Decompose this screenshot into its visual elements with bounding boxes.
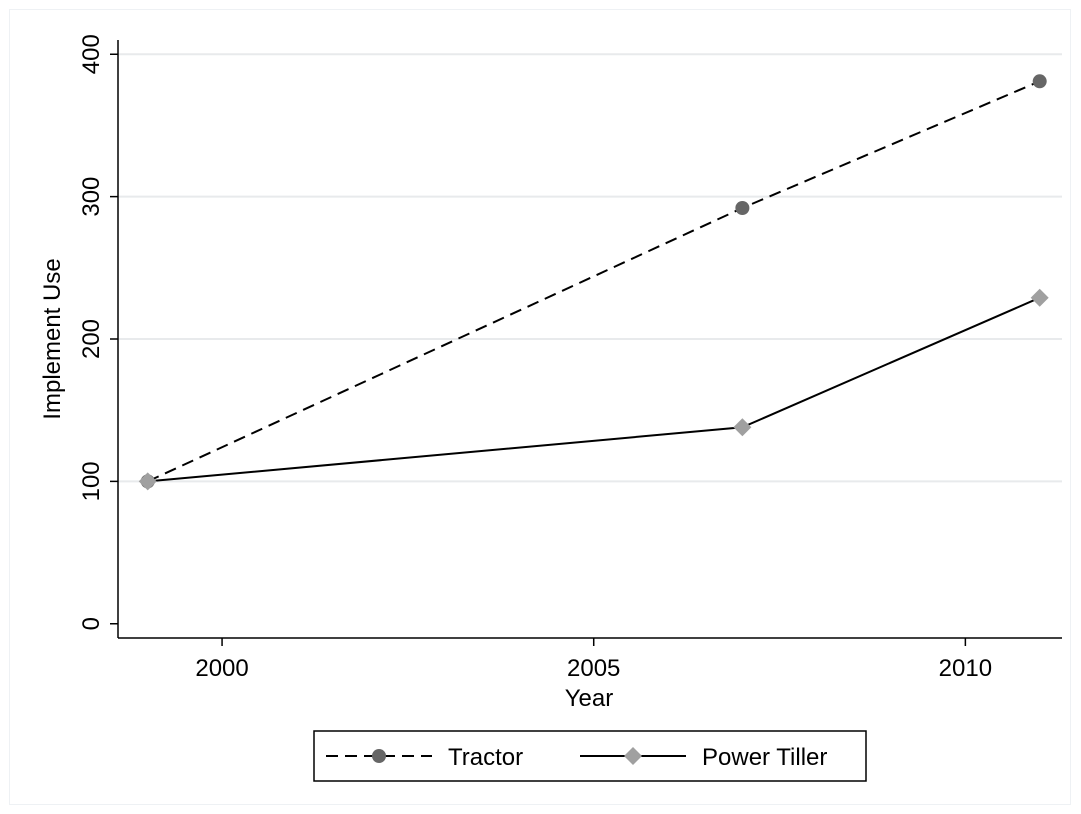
axes: 0 100 200 300 400 2000 2005 2010 [78, 34, 1062, 682]
legend-marker [372, 749, 386, 763]
y-tick-label: 300 [78, 177, 105, 217]
y-axis-label: Implement Use [39, 258, 66, 419]
x-tick-label: 2000 [195, 655, 248, 682]
series-line [147, 296, 1041, 483]
data-point [735, 201, 750, 216]
legend: Tractor Power Tiller [313, 730, 867, 782]
gridlines [118, 53, 1062, 483]
x-tick-label: 2005 [567, 655, 620, 682]
legend-marker [624, 747, 642, 765]
x-tick-label: 2010 [939, 655, 992, 682]
y-tick-label: 0 [78, 617, 105, 630]
legend-label: Tractor [448, 744, 523, 771]
legend-label: Power Tiller [702, 744, 827, 771]
data-point [1030, 288, 1049, 307]
series-line [147, 80, 1041, 483]
data-point [138, 472, 157, 491]
y-tick-label: 100 [78, 461, 105, 501]
y-tick-label: 200 [78, 319, 105, 359]
x-axis-label: Year [565, 685, 614, 712]
data-point [733, 418, 752, 437]
chart-frame [9, 9, 1071, 805]
series-group [138, 74, 1049, 491]
data-point [1032, 74, 1047, 89]
y-tick-label: 400 [78, 34, 105, 74]
